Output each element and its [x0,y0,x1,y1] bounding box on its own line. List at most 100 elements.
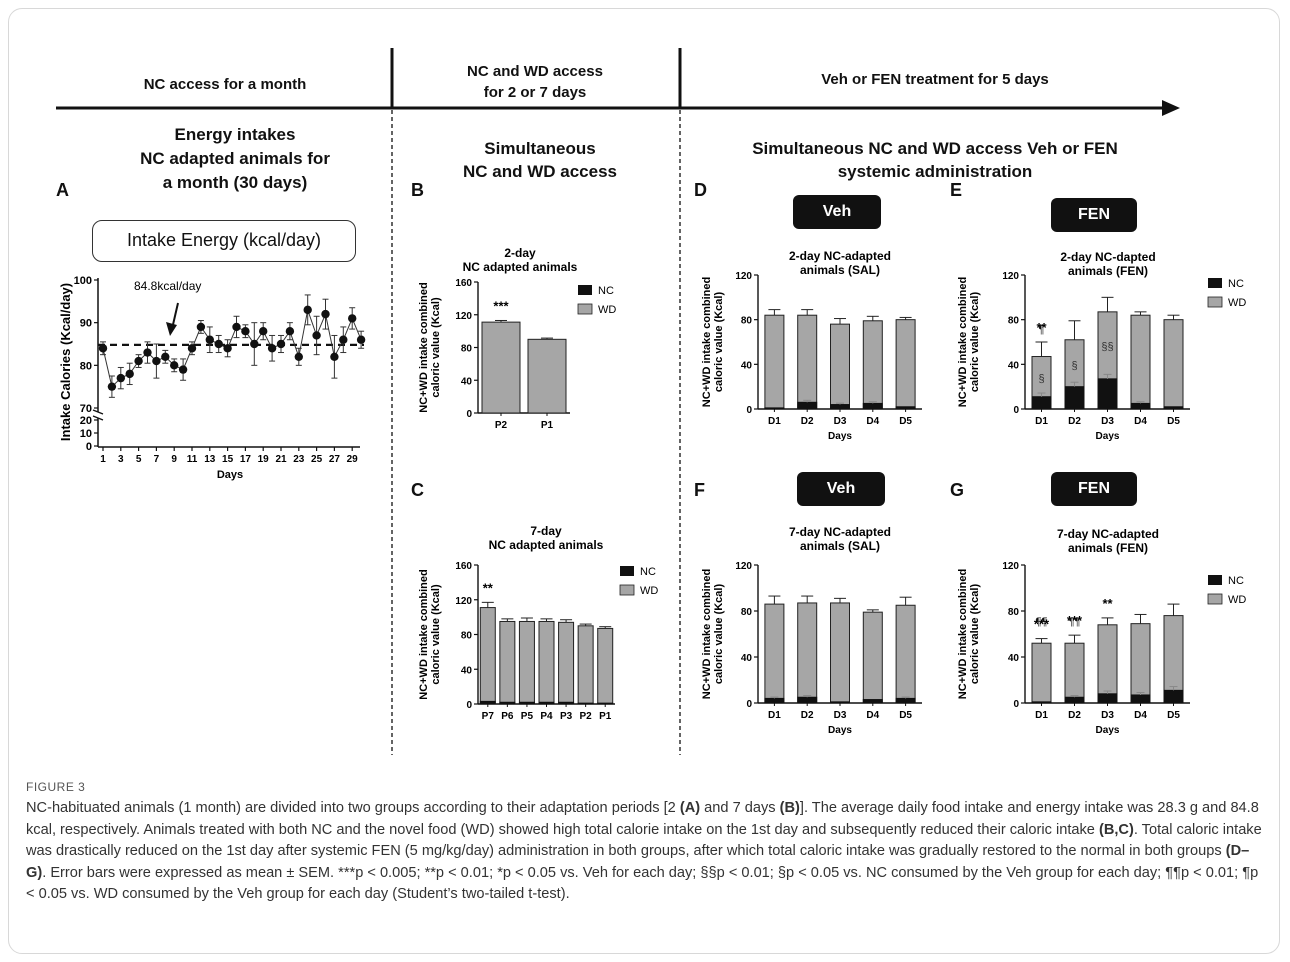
bar-wd [1031,642,1052,704]
caption-part: . Total caloric intake was drastically r… [26,821,1262,860]
legend-label-nc: NC [1228,575,1244,587]
axis-a-x-tick-label: 15 [222,454,234,465]
axis-x-tick-label: D2 [1068,710,1081,721]
data-point [161,352,170,361]
bar-wd [481,321,521,414]
chart-title: animals (FEN) [1068,541,1148,555]
data-point [125,369,134,379]
axis-y-label: NC+WD intake combined [418,282,430,413]
axis-a-y-tick-label: 20 [80,415,92,427]
bar-nc [1031,701,1052,704]
significance-stars: *** [1034,617,1050,632]
bar-nc [538,701,555,705]
chart-title: 7-day [530,524,562,538]
chart-title: animals (SAL) [800,263,880,277]
axis-x-tick-label: D4 [1134,710,1147,721]
axis-x-tick-label: D4 [1134,416,1147,427]
panel-letter-b: B [411,180,424,200]
bar-nc [797,696,818,704]
axis-y-label: caloric value (Kcal) [713,292,725,393]
figure-frame [8,8,1280,954]
axis-x-tick-label: D1 [1035,710,1048,721]
legend-swatch-nc [620,566,634,576]
axis-a-break [92,415,104,421]
data-point [223,344,232,353]
bar-nc [895,406,916,410]
bar-wd [499,620,516,705]
bar-nc [1097,693,1118,704]
axis-x-tick-label: D2 [801,710,814,721]
axis-a-y-label: Intake Calories (Kcal/day) [58,283,73,441]
axis-a-x-tick-label: 21 [275,454,287,465]
axis-x-tick-label: D1 [768,416,781,427]
data-point [250,339,259,349]
bar-nc [764,407,785,410]
caption-part: NC-habituated animals (1 month) are divi… [26,800,680,816]
legend-swatch-nc [578,285,592,295]
axis-y-tick-label: 40 [741,653,753,664]
axis-x-label: Days [1096,431,1120,442]
panel-letter-g: G [950,480,965,500]
legend-label-nc: NC [598,285,614,297]
bar-wd [764,314,785,410]
axis-y-label: NC+WD intake combined [957,277,969,408]
bar-nc [862,699,883,704]
legend-swatch-wd [619,584,635,596]
axis-x-tick-label: D5 [899,710,912,721]
bar-nc [830,404,850,410]
header-nc-wd-access-2: for 2 or 7 days [483,84,587,101]
data-point [134,356,143,366]
bar-nc [1064,696,1085,704]
axis-y-tick-label: 120 [735,561,752,572]
caption-part: ]. The average daily food intake and ene… [26,800,1259,838]
axis-y-tick-label: 80 [1008,316,1020,327]
caption-part: and 7 days [700,800,780,816]
axis-y-tick-label: 0 [466,409,472,420]
axis-x-tick-label: P2 [580,711,593,722]
header-veh-fen: Veh or FEN treatment for 5 days [821,71,1049,88]
bar-wd [577,625,594,705]
bar-wd [895,319,916,410]
legend-label-wd: WD [1228,594,1246,606]
axis-y-tick-label: 120 [455,311,472,322]
data-point [98,344,108,353]
chart-title: 2-day [504,246,536,260]
axis-x-tick-label: D5 [1167,416,1180,427]
section-a-title-3: a month (30 days) [162,173,308,192]
bar-nc [895,697,916,704]
axis-y-label: NC+WD intake combined [701,569,713,700]
axis-a-y-tick-label: 70 [80,403,92,415]
caption-ref-b: (B) [779,800,800,816]
axis-x-tick-label: P3 [560,711,573,722]
significance-stars: ** [1102,596,1113,611]
axis-y-tick-label: 120 [1002,271,1019,282]
axis-x-tick-label: D2 [1068,416,1081,427]
legend-swatch-nc [1208,278,1222,288]
data-point [152,356,161,366]
data-point [285,327,295,336]
figure-label: FIGURE 3 [26,780,86,794]
bar-nc [597,702,614,705]
data-point [276,339,286,349]
axis-x-label: Days [828,725,852,736]
section-a-title-2: NC adapted animals for [140,149,330,168]
axis-y-tick-label: 40 [741,360,753,371]
axis-x-tick-label: D3 [1101,710,1114,721]
bar-nc [1064,386,1085,410]
data-point [232,322,241,332]
axis-y-tick-label: 80 [461,631,473,642]
panel-letter-a: A [56,180,69,200]
fen-pill-bottom: FEN [1051,472,1137,506]
axis-x-tick-label: D4 [866,710,879,721]
significance-stars: *** [493,298,509,313]
axis-a-break [92,409,104,415]
significance-mark: ¶¶ [1069,616,1081,628]
section-b-title-2: NC and WD access [463,162,617,181]
bar-wd [862,611,883,704]
data-point [187,344,197,353]
axis-x-tick-label: P1 [599,711,612,722]
